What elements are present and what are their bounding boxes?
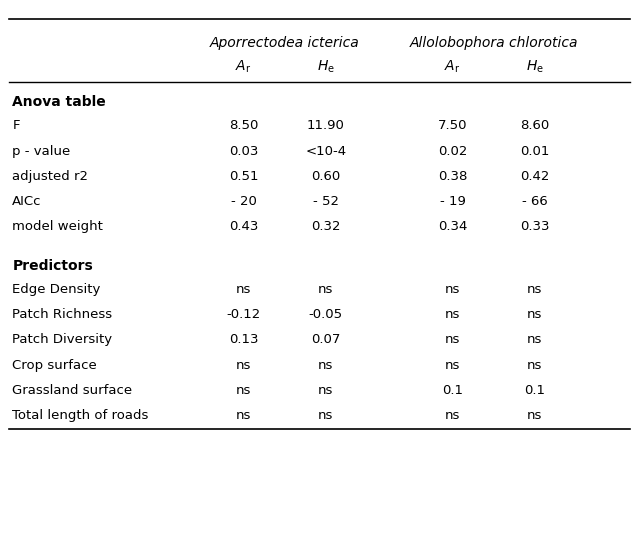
Text: 0.43: 0.43 [229, 221, 258, 233]
Text: ns: ns [527, 409, 543, 422]
Text: ns: ns [318, 409, 334, 422]
Text: ns: ns [236, 409, 251, 422]
Text: ns: ns [527, 359, 543, 372]
Text: 0.1: 0.1 [525, 384, 545, 397]
Text: ns: ns [318, 384, 334, 397]
Text: 0.42: 0.42 [520, 170, 550, 183]
Text: 0.03: 0.03 [229, 145, 258, 158]
Text: 0.60: 0.60 [311, 170, 341, 183]
Text: ns: ns [236, 384, 251, 397]
Text: Predictors: Predictors [12, 259, 93, 273]
Text: -0.12: -0.12 [226, 308, 261, 321]
Text: Aporrectodea icterica: Aporrectodea icterica [210, 36, 360, 50]
Text: Patch Richness: Patch Richness [12, 308, 112, 321]
Text: ns: ns [445, 359, 460, 372]
Text: 8.50: 8.50 [229, 119, 258, 132]
Text: - 66: - 66 [522, 195, 548, 208]
Text: 0.51: 0.51 [229, 170, 258, 183]
Text: ns: ns [445, 283, 460, 296]
Text: - 19: - 19 [440, 195, 465, 208]
Text: $A_\mathrm{r}$: $A_\mathrm{r}$ [235, 59, 252, 75]
Text: - 20: - 20 [231, 195, 256, 208]
Text: Crop surface: Crop surface [12, 359, 97, 372]
Text: Total length of roads: Total length of roads [12, 409, 149, 422]
Text: 0.01: 0.01 [520, 145, 550, 158]
Text: Patch Diversity: Patch Diversity [12, 333, 112, 347]
Text: Edge Density: Edge Density [12, 283, 101, 296]
Text: p - value: p - value [12, 145, 70, 158]
Text: - 52: - 52 [313, 195, 339, 208]
Text: 0.07: 0.07 [311, 333, 341, 347]
Text: ns: ns [445, 308, 460, 321]
Text: AICc: AICc [12, 195, 42, 208]
Text: Grassland surface: Grassland surface [12, 384, 132, 397]
Text: ns: ns [236, 283, 251, 296]
Text: $H_\mathrm{e}$: $H_\mathrm{e}$ [317, 59, 335, 75]
Text: ns: ns [318, 283, 334, 296]
Text: ns: ns [527, 283, 543, 296]
Text: $A_\mathrm{r}$: $A_\mathrm{r}$ [444, 59, 461, 75]
Text: ns: ns [236, 359, 251, 372]
Text: 7.50: 7.50 [438, 119, 467, 132]
Text: 0.1: 0.1 [442, 384, 463, 397]
Text: 0.38: 0.38 [438, 170, 467, 183]
Text: -0.05: -0.05 [309, 308, 343, 321]
Text: $H_\mathrm{e}$: $H_\mathrm{e}$ [526, 59, 544, 75]
Text: 8.60: 8.60 [520, 119, 550, 132]
Text: 0.32: 0.32 [311, 221, 341, 233]
Text: Allolobophora chlorotica: Allolobophora chlorotica [410, 36, 578, 50]
Text: 0.02: 0.02 [438, 145, 467, 158]
Text: ns: ns [445, 333, 460, 347]
Text: Anova table: Anova table [12, 96, 106, 109]
Text: <10-4: <10-4 [305, 145, 346, 158]
Text: 0.33: 0.33 [520, 221, 550, 233]
Text: model weight: model weight [12, 221, 103, 233]
Text: 11.90: 11.90 [307, 119, 345, 132]
Text: ns: ns [445, 409, 460, 422]
Text: 0.34: 0.34 [438, 221, 467, 233]
Text: ns: ns [318, 359, 334, 372]
Text: F: F [12, 119, 20, 132]
Text: ns: ns [527, 308, 543, 321]
Text: adjusted r2: adjusted r2 [12, 170, 88, 183]
Text: 0.13: 0.13 [229, 333, 258, 347]
Text: ns: ns [527, 333, 543, 347]
